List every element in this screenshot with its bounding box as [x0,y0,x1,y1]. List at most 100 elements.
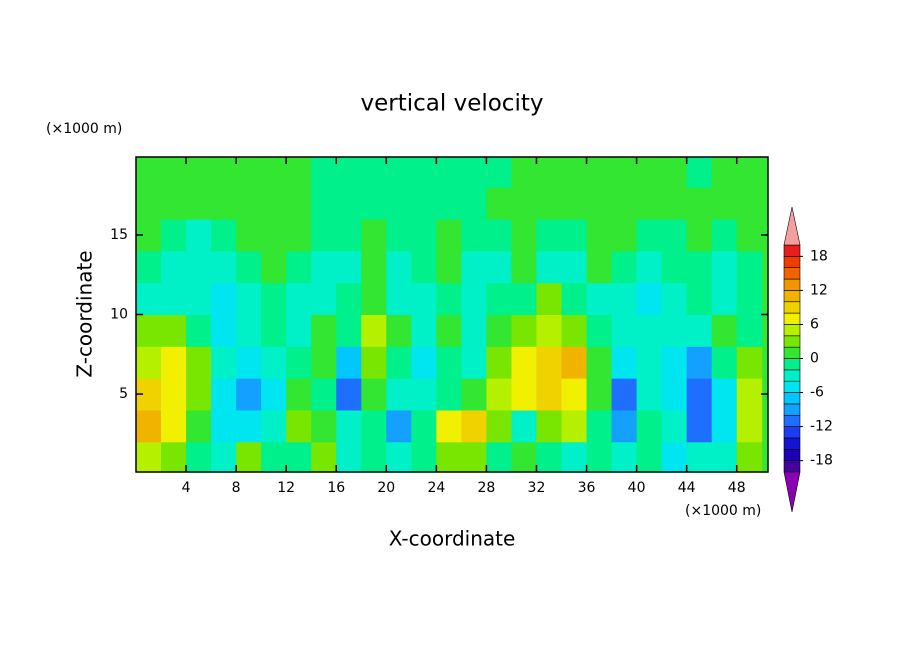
field-cell [211,378,237,411]
field-cell [461,250,487,284]
field-cell [436,378,462,411]
field-cell [311,187,337,220]
field-cell [636,219,663,252]
field-cell [361,187,387,220]
field-cell [711,409,738,443]
field-cell [186,378,212,411]
x-tick-label: 16 [327,480,345,496]
field-cell [461,378,487,411]
field-cell [311,346,337,379]
field-cell [386,219,412,252]
field-cell [511,409,537,443]
field-cell [711,157,738,188]
field-cell [236,282,262,315]
field-cell [561,378,588,411]
field-cell [136,409,162,443]
field-cell [611,441,638,472]
field-cell [611,250,638,284]
x-tick-label: 48 [728,480,746,496]
field-cell [386,250,412,284]
field-cell [186,187,212,220]
colorbar-box [783,448,801,461]
field-cell [661,441,688,472]
field-cell [711,346,738,379]
field-cell [336,441,362,472]
field-cell [186,314,212,347]
field-cell [661,346,688,379]
field-cell [161,409,187,443]
chart-title: vertical velocity [361,91,544,117]
field-cell [536,187,563,220]
field-cell [311,314,337,347]
field-cell [486,187,512,220]
field-cell [586,157,613,188]
field-cell [311,441,337,472]
field-cell [636,409,663,443]
field-cell [136,314,162,347]
field-cell [311,157,337,188]
field-cell [636,314,663,347]
field-cell [236,219,262,252]
field-cell [736,187,763,220]
field-cell [361,314,387,347]
field-cell [461,441,487,472]
field-cell [261,157,287,188]
field-cell [636,157,663,188]
field-cell [211,157,237,188]
field-cell [161,314,187,347]
field-cell [436,250,462,284]
field-cell [411,187,437,220]
field-cell [561,250,588,284]
field-cell [311,282,337,315]
field-cell [286,157,312,188]
field-cell [386,157,412,188]
field-cell [186,219,212,252]
y-axis-label: Z-coordinate [73,250,97,377]
field-cell [336,157,362,188]
field-cell [536,314,563,347]
field-cell [536,378,563,411]
field-cell [261,441,287,472]
field-cell [136,187,162,220]
field-cell [261,250,287,284]
field-cell [511,219,537,252]
colorbar-tick-label: 6 [810,316,819,332]
field-cell [361,441,387,472]
field-cell [511,346,537,379]
field-cell [711,378,738,411]
colorbar-box [783,346,801,359]
field-cell [586,282,613,315]
field-cell [536,409,563,443]
field-cell [236,409,262,443]
field-cell [586,346,613,379]
field-cell [736,250,763,284]
field-cell [286,378,312,411]
field-cell [411,250,437,284]
field-cell [486,441,512,472]
x-tick-label: 8 [232,480,241,496]
field-cell [336,409,362,443]
field-cell [336,219,362,252]
field-cell [611,346,638,379]
field-cell [361,219,387,252]
field-cell [236,250,262,284]
field-cell [286,409,312,443]
field-cell [261,378,287,411]
field-cell [636,441,663,472]
x-tick-label: 28 [478,480,496,496]
field-cell [386,378,412,411]
field-cell [336,187,362,220]
colorbar-box [783,267,801,280]
field-cell [161,282,187,315]
field-cell [661,187,688,220]
field-cell [161,378,187,411]
field-cell [436,441,462,472]
field-cell [286,219,312,252]
field-cell [411,441,437,472]
field-cell [461,346,487,379]
field-cell [686,378,713,411]
field-cell [736,378,763,411]
field-cell [161,346,187,379]
x-tick-label: 20 [377,480,395,496]
field-cell [686,219,713,252]
